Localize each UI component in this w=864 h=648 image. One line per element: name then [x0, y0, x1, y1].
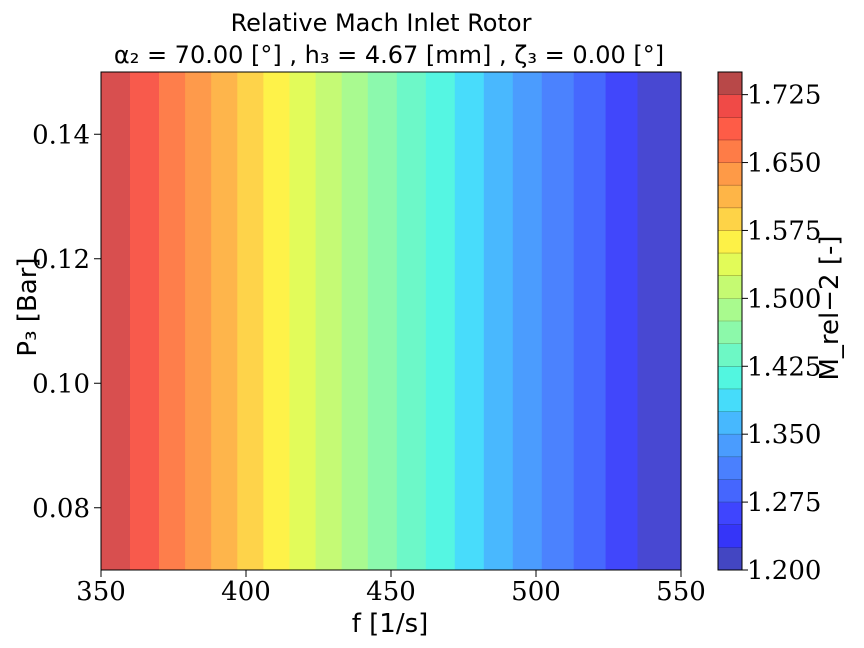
contour-band-8	[315, 72, 343, 570]
colorbar-level-7	[718, 388, 742, 412]
contour-band-0	[101, 72, 131, 570]
contour-band-2	[159, 72, 186, 570]
contour-band-10	[367, 72, 398, 570]
colorbar-level-21	[718, 72, 742, 96]
colorbar-tick-label: 1.575	[747, 216, 821, 246]
colorbar-tick-label: 1.500	[747, 284, 821, 314]
y-axis-ticks: 0.08 0.10 0.12 0.14	[32, 120, 101, 524]
colorbar-level-12	[718, 275, 742, 299]
colorbar-level-18	[718, 139, 742, 163]
colorbar	[718, 72, 742, 571]
chart-subtitle: α₂ = 70.00 [°] , h₃ = 4.67 [mm] , ζ₃ = 0…	[114, 41, 664, 69]
chart-title: Relative Mach Inlet Rotor	[231, 9, 532, 37]
contour-band-12	[425, 72, 456, 570]
colorbar-level-8	[718, 366, 742, 390]
colorbar-frame	[717, 71, 743, 571]
colorbar-level-20	[718, 94, 742, 118]
contour-bands	[101, 72, 682, 570]
contour-band-1	[130, 72, 160, 570]
contour-band-16	[541, 72, 575, 570]
colorbar-level-11	[718, 298, 742, 322]
contour-band-11	[396, 72, 427, 570]
colorbar-tick-label: 1.650	[747, 149, 821, 179]
x-tick-label: 500	[511, 577, 561, 607]
x-axis-label: f [1/s]	[352, 609, 429, 639]
colorbar-level-4	[718, 456, 742, 480]
contour-band-4	[211, 72, 238, 570]
contour-band-18	[605, 72, 639, 570]
colorbar-level-2	[718, 502, 742, 526]
colorbar-level-19	[718, 117, 742, 141]
colorbar-level-0	[718, 547, 742, 571]
y-axis-label: P₃ [Bar]	[13, 257, 43, 356]
x-tick-label: 350	[76, 577, 126, 607]
colorbar-level-1	[718, 524, 742, 548]
y-tick-label: 0.08	[32, 494, 90, 524]
y-tick-label: 0.10	[32, 369, 90, 399]
contour-band-19	[637, 72, 682, 570]
colorbar-tick-label: 1.200	[747, 556, 821, 586]
colorbar-level-10	[718, 321, 742, 345]
colorbar-level-16	[718, 185, 742, 209]
x-axis-ticks: 350 400 450 500 550	[76, 570, 706, 607]
colorbar-label: M_rel−2 [-]	[815, 235, 845, 380]
contour-band-5	[237, 72, 264, 570]
contour-band-3	[185, 72, 212, 570]
colorbar-tick-label: 1.425	[747, 352, 821, 382]
colorbar-tick-label: 1.275	[747, 488, 821, 518]
colorbar-tick-label: 1.350	[747, 420, 821, 450]
x-tick-label: 550	[656, 577, 706, 607]
y-tick-label: 0.14	[32, 120, 90, 150]
contour-band-13	[454, 72, 485, 570]
colorbar-level-9	[718, 343, 742, 367]
colorbar-level-15	[718, 207, 742, 231]
y-tick-label: 0.12	[32, 245, 90, 275]
contour-band-15	[512, 72, 543, 570]
colorbar-level-5	[718, 434, 742, 458]
contour-band-14	[483, 72, 514, 570]
contour-band-6	[263, 72, 291, 570]
contour-band-7	[289, 72, 317, 570]
colorbar-level-14	[718, 230, 742, 254]
colorbar-tick-label: 1.725	[747, 81, 821, 111]
x-tick-label: 450	[366, 577, 416, 607]
colorbar-ticks: 1.200 1.275 1.350 1.425 1.500 1.575 1.650 1.725	[742, 81, 821, 586]
contour-band-17	[573, 72, 607, 570]
contour-band-9	[341, 72, 369, 570]
colorbar-level-6	[718, 411, 742, 435]
colorbar-level-13	[718, 253, 742, 277]
colorbar-level-17	[718, 162, 742, 186]
colorbar-level-3	[718, 479, 742, 503]
x-tick-label: 400	[221, 577, 271, 607]
